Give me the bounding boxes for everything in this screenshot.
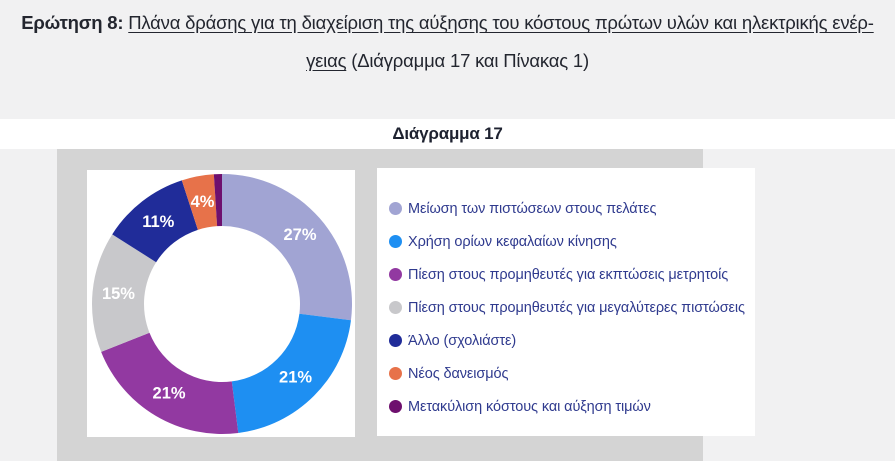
slice-data-label: 21% xyxy=(279,369,312,387)
donut-slice xyxy=(91,234,157,352)
question-number: Ερώτηση 8: xyxy=(21,12,124,33)
legend-swatch-icon xyxy=(389,400,402,413)
legend-label: Χρήση ορίων κεφαλαίων κίνησης xyxy=(408,233,617,250)
legend-item: Μετακύλιση κόστους και αύξηση τιμών xyxy=(389,390,755,423)
donut-slice xyxy=(231,313,351,433)
legend-swatch-icon xyxy=(389,367,402,380)
slice-data-label: 27% xyxy=(283,226,316,244)
legend-item: Μείωση των πιστώσεων στους πελάτες xyxy=(389,192,755,225)
donut-chart: 27% 21% 21% 15% 11% 4% xyxy=(91,174,352,434)
donut-chart-panel: 27% 21% 21% 15% 11% 4% xyxy=(87,170,355,437)
donut-slice xyxy=(181,174,218,230)
legend-label: Μετακύλιση κόστους και αύξηση τιμών xyxy=(408,398,651,415)
legend-label: Νέος δανεισμός xyxy=(408,365,509,382)
slice-data-label: 21% xyxy=(153,385,186,403)
donut-slice xyxy=(222,174,352,321)
figure-title-band: Διάγραμμα 17 xyxy=(0,119,895,149)
legend-swatch-icon xyxy=(389,235,402,248)
legend-swatch-icon xyxy=(389,202,402,215)
legend-list: Μείωση των πιστώσεων στους πελάτες Χρήση … xyxy=(389,192,755,423)
slice-data-label: 11% xyxy=(142,213,174,231)
legend-label: Πίεση στους προμηθευτές για μεγαλύτερες … xyxy=(408,299,745,316)
legend-label: Άλλο (σχολιάστε) xyxy=(408,332,517,349)
chart-legend: Μείωση των πιστώσεων στους πελάτες Χρήση … xyxy=(377,168,755,436)
heading-line1-underlined: Πλάνα δράσης για τη διαχείριση της αύξησ… xyxy=(128,12,874,33)
legend-swatch-icon xyxy=(389,334,402,347)
legend-item: Νέος δανεισμός xyxy=(389,357,755,390)
donut-slice xyxy=(112,180,198,263)
legend-label: Μείωση των πιστώσεων στους πελάτες xyxy=(408,200,657,217)
legend-label: Πίεση στους προμηθευτές για εκπτώσεις με… xyxy=(408,266,729,283)
slice-data-label: 15% xyxy=(102,285,135,303)
legend-swatch-icon xyxy=(389,268,402,281)
slice-data-label: 4% xyxy=(191,193,215,211)
question-heading: Ερώτηση 8: Πλάνα δράσης για τη διαχείρισ… xyxy=(0,4,895,80)
heading-line2-underlined: γειας xyxy=(306,50,347,71)
heading-line2-rest: (Διάγραμμα 17 και Πίνακας 1) xyxy=(351,50,589,71)
legend-item: Άλλο (σχολιάστε) xyxy=(389,324,755,357)
legend-item: Χρήση ορίων κεφαλαίων κίνησης xyxy=(389,225,755,258)
figure-title: Διάγραμμα 17 xyxy=(392,124,503,143)
donut-slice xyxy=(101,332,239,434)
donut-slice xyxy=(213,174,222,227)
legend-swatch-icon xyxy=(389,301,402,314)
legend-item: Πίεση στους προμηθευτές για εκπτώσεις με… xyxy=(389,258,755,291)
legend-item: Πίεση στους προμηθευτές για μεγαλύτερες … xyxy=(389,291,755,324)
